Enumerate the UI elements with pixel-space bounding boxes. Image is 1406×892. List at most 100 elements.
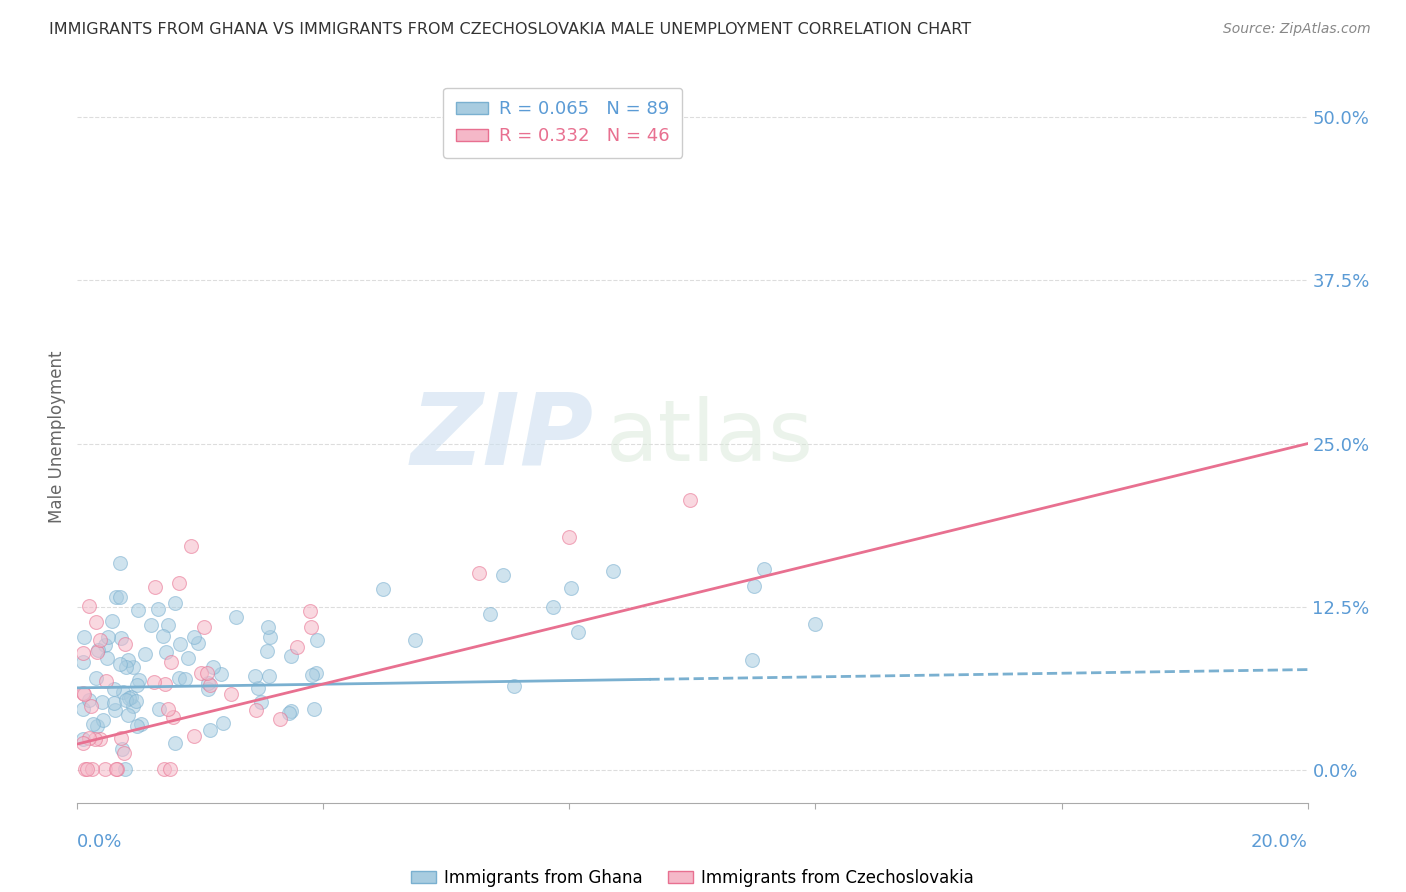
Point <box>225 610 247 624</box>
Point <box>742 579 765 593</box>
Point <box>155 677 177 691</box>
Point <box>96 651 118 665</box>
Point <box>211 716 233 731</box>
Point <box>560 581 582 595</box>
Point <box>187 636 209 650</box>
Point <box>114 660 136 674</box>
Point <box>93 638 115 652</box>
Point <box>162 710 184 724</box>
Point <box>167 576 190 591</box>
Point <box>153 762 176 776</box>
Point <box>117 708 139 723</box>
Point <box>72 736 94 750</box>
Point <box>169 637 191 651</box>
Point <box>302 701 325 715</box>
Text: IMMIGRANTS FROM GHANA VS IMMIGRANTS FROM CZECHOSLOVAKIA MALE UNEMPLOYMENT CORREL: IMMIGRANTS FROM GHANA VS IMMIGRANTS FROM… <box>49 22 972 37</box>
Point <box>86 718 108 732</box>
Point <box>404 632 426 647</box>
Point <box>134 647 156 661</box>
Point <box>159 655 181 669</box>
Point <box>246 681 269 695</box>
Point <box>371 582 394 596</box>
Point <box>72 731 94 746</box>
Point <box>148 702 170 716</box>
Point <box>82 717 104 731</box>
Point <box>195 665 218 680</box>
Text: 20.0%: 20.0% <box>1251 833 1308 851</box>
Point <box>219 687 242 701</box>
Point <box>94 673 117 688</box>
Point <box>201 660 224 674</box>
Point <box>183 630 205 644</box>
Text: ZIP: ZIP <box>411 389 595 485</box>
Point <box>245 703 267 717</box>
Point <box>97 630 120 644</box>
Point <box>125 694 148 708</box>
Point <box>541 599 564 614</box>
Point <box>128 673 150 687</box>
Point <box>183 729 205 743</box>
Point <box>193 620 215 634</box>
Point <box>84 732 107 747</box>
Point <box>478 607 501 622</box>
Point <box>143 675 166 690</box>
Point <box>118 691 141 706</box>
Point <box>269 712 291 726</box>
Point <box>278 706 301 720</box>
Point <box>200 678 222 692</box>
Point <box>190 666 212 681</box>
Point <box>121 660 143 674</box>
Point <box>110 631 132 645</box>
Point <box>299 620 322 634</box>
Point <box>197 681 219 696</box>
Point <box>163 736 186 750</box>
Point <box>104 762 127 776</box>
Point <box>174 672 197 686</box>
Point <box>257 668 280 682</box>
Point <box>112 747 135 761</box>
Point <box>567 625 589 640</box>
Point <box>163 596 186 610</box>
Point <box>602 564 624 578</box>
Point <box>84 671 107 685</box>
Point <box>502 679 524 693</box>
Point <box>198 723 221 738</box>
Point <box>111 741 134 756</box>
Point <box>89 731 111 746</box>
Point <box>305 665 328 680</box>
Point <box>91 713 114 727</box>
Point <box>72 702 94 716</box>
Point <box>127 603 149 617</box>
Point <box>129 716 152 731</box>
Point <box>108 657 131 672</box>
Point <box>84 615 107 630</box>
Point <box>299 604 322 618</box>
Point <box>146 602 169 616</box>
Point <box>143 580 166 594</box>
Point <box>301 667 323 681</box>
Point <box>103 696 125 710</box>
Text: Source: ZipAtlas.com: Source: ZipAtlas.com <box>1223 22 1371 37</box>
Point <box>468 566 491 580</box>
Text: atlas: atlas <box>606 395 814 479</box>
Point <box>73 687 96 701</box>
Point <box>157 702 180 716</box>
Point <box>209 667 232 681</box>
Point <box>114 762 136 776</box>
Point <box>72 655 94 669</box>
Point <box>285 640 308 654</box>
Point <box>89 632 111 647</box>
Point <box>803 616 825 631</box>
Point <box>91 695 114 709</box>
Point <box>167 671 190 685</box>
Point <box>115 693 138 707</box>
Point <box>110 731 132 745</box>
Point <box>256 620 278 634</box>
Point <box>125 678 148 692</box>
Point <box>139 618 162 632</box>
Point <box>122 699 145 714</box>
Point <box>77 692 100 706</box>
Point <box>492 567 515 582</box>
Point <box>157 618 180 632</box>
Point <box>101 614 124 628</box>
